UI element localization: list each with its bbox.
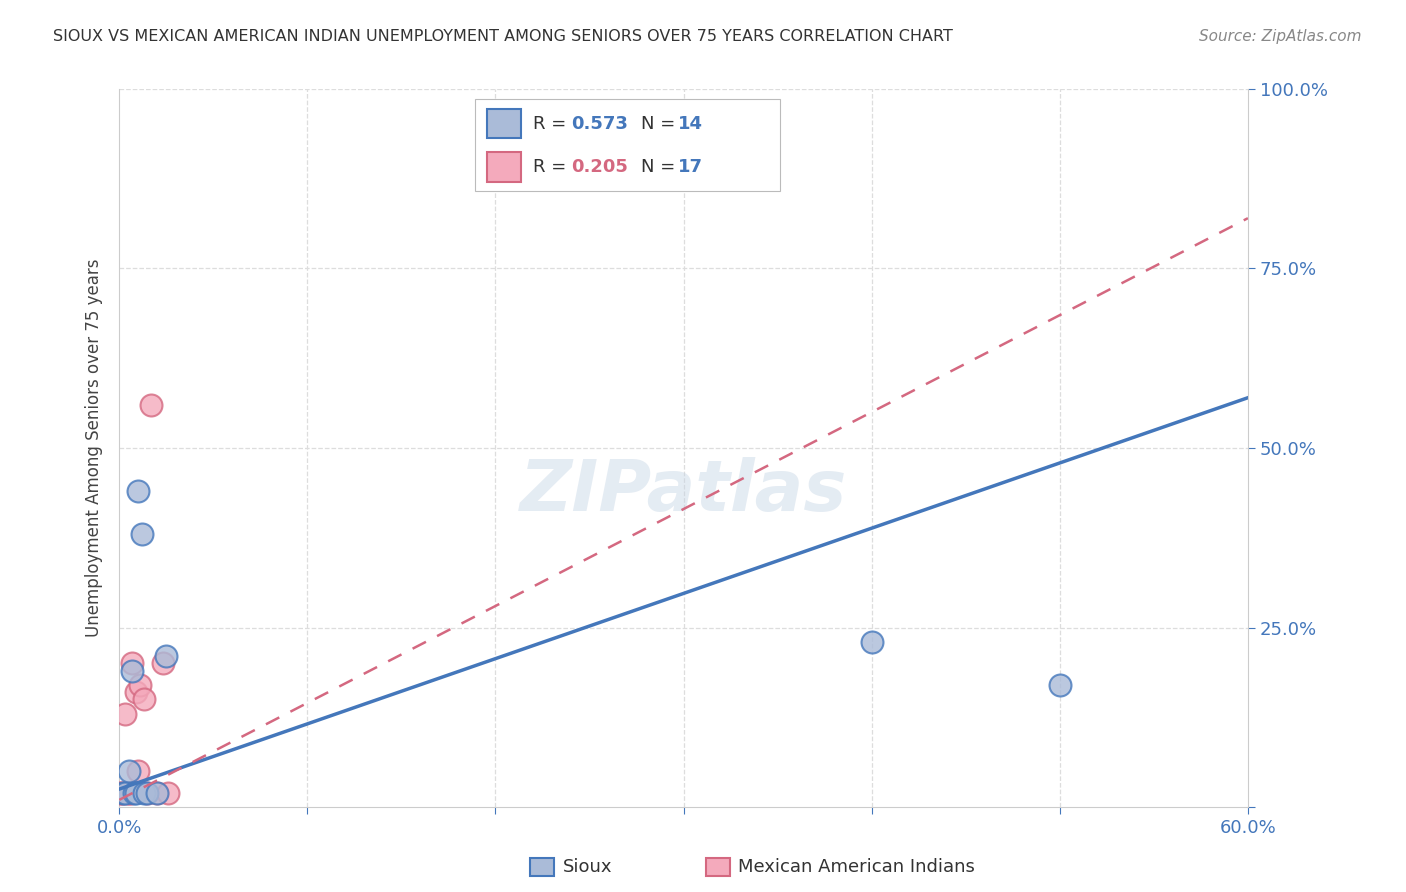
Point	[114, 706, 136, 721]
Point	[136, 786, 159, 800]
Point	[115, 786, 138, 800]
Point	[152, 657, 174, 671]
Point	[124, 786, 146, 800]
Point	[1049, 678, 1071, 692]
Point	[125, 685, 148, 699]
Point	[110, 786, 132, 800]
Point	[131, 527, 153, 541]
Point	[121, 657, 143, 671]
Point	[146, 786, 169, 800]
Point	[118, 786, 141, 800]
Point	[136, 786, 159, 800]
Point	[146, 786, 169, 800]
Point	[860, 635, 883, 649]
Point	[132, 692, 155, 706]
Point	[157, 786, 180, 800]
Point	[132, 786, 155, 800]
Text: Mexican American Indians: Mexican American Indians	[738, 858, 974, 876]
Point	[127, 484, 149, 499]
Text: Sioux: Sioux	[562, 858, 612, 876]
Point	[108, 786, 131, 800]
Text: Source: ZipAtlas.com: Source: ZipAtlas.com	[1198, 29, 1361, 44]
Point	[129, 678, 152, 692]
Y-axis label: Unemployment Among Seniors over 75 years: Unemployment Among Seniors over 75 years	[86, 259, 103, 637]
Point	[114, 786, 136, 800]
Point	[112, 786, 135, 800]
Text: ZIPatlas: ZIPatlas	[520, 457, 848, 525]
Text: SIOUX VS MEXICAN AMERICAN INDIAN UNEMPLOYMENT AMONG SENIORS OVER 75 YEARS CORREL: SIOUX VS MEXICAN AMERICAN INDIAN UNEMPLO…	[53, 29, 953, 44]
Point	[155, 649, 177, 664]
Point	[118, 764, 141, 779]
Point	[112, 786, 135, 800]
Point	[121, 664, 143, 678]
Point	[141, 398, 163, 412]
Point	[120, 786, 142, 800]
Point	[127, 764, 149, 779]
Point	[125, 786, 148, 800]
